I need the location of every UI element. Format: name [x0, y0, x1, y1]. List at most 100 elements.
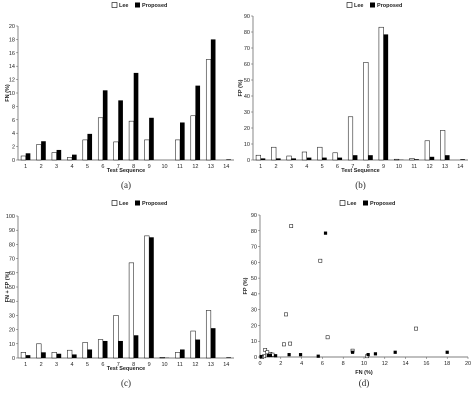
bar-proposed: [383, 34, 389, 160]
x-tick-label: 18: [444, 361, 450, 367]
bar-proposed: [337, 157, 343, 160]
bar-lee: [82, 342, 88, 359]
point-lee: [284, 312, 288, 317]
bar-lee: [205, 59, 212, 161]
x-tick-label: 4: [70, 362, 73, 368]
panel-caption: (d): [359, 378, 370, 388]
y-tick-label: 40: [9, 299, 15, 305]
panel-caption: (b): [355, 180, 366, 190]
bar-proposed: [210, 328, 216, 358]
bar-proposed: [25, 355, 31, 358]
bar-lee: [82, 139, 88, 161]
legend-swatch-lee: [339, 200, 346, 206]
bar-lee: [271, 146, 277, 161]
y-tick-label: 60: [9, 271, 15, 277]
x-tick-label: 3: [55, 362, 58, 368]
x-tick-label: 11: [177, 164, 183, 170]
x-tick-label: 5: [321, 164, 324, 170]
bar-proposed: [118, 340, 123, 358]
y-tick-label: 18: [9, 37, 15, 43]
y-tick-label: 80: [244, 30, 250, 36]
x-tick-label: 10: [396, 164, 402, 170]
bar-lee: [20, 155, 26, 161]
x-tick-label: 10: [361, 361, 367, 367]
y-tick-label: 30: [251, 308, 257, 314]
y-tick-label: 10: [9, 91, 15, 97]
x-tick-label: 8: [132, 362, 135, 368]
x-tick-label: 3: [55, 164, 58, 170]
x-tick-label: 10: [162, 362, 168, 368]
x-tick-label: 4: [300, 361, 303, 367]
legend-label-lee: Lee: [347, 201, 356, 207]
point-lee: [325, 335, 330, 340]
bar-proposed: [72, 154, 77, 160]
y-tick-label: 10: [9, 342, 15, 348]
point-proposed: [316, 354, 320, 358]
bar-lee: [144, 235, 150, 359]
x-tick-label: 14: [223, 362, 229, 368]
bar-proposed: [414, 159, 419, 160]
bar-lee: [175, 139, 181, 161]
x-tick-label: 11: [177, 362, 183, 368]
y-tick-label: 30: [9, 313, 15, 319]
legend-label-proposed: Proposed: [142, 3, 167, 9]
bar-proposed: [180, 349, 185, 358]
x-tick-label: 6: [101, 164, 104, 170]
legend-label-proposed: Proposed: [377, 3, 402, 9]
x-axis-title: Test Sequence: [341, 168, 379, 174]
y-axis-title: FP (%): [243, 277, 249, 294]
bar-lee: [67, 157, 73, 161]
y-tick-label: 16: [9, 51, 15, 57]
y-tick-label: 20: [9, 24, 15, 30]
bar-lee: [301, 151, 307, 161]
x-tick-label: 7: [117, 164, 120, 170]
x-tick-label: 9: [148, 362, 151, 368]
bar-proposed: [102, 340, 108, 358]
x-tick-label: 14: [403, 361, 409, 367]
bar-proposed: [306, 157, 312, 160]
panel-caption: (c): [121, 378, 131, 388]
bar-proposed: [460, 159, 465, 160]
y-tick-label: 50: [251, 276, 257, 282]
y-tick-label: 90: [244, 14, 250, 20]
bar-proposed: [133, 335, 139, 358]
bar-proposed: [56, 149, 62, 160]
x-tick-label: 7: [117, 362, 120, 368]
x-tick-label: 12: [382, 361, 388, 367]
y-tick-label: 4: [12, 131, 15, 137]
bar-lee: [144, 139, 150, 161]
legend-swatch-proposed: [135, 200, 140, 206]
y-tick-label: 90: [9, 228, 15, 234]
x-tick-label: 9: [148, 164, 151, 170]
x-tick-label: 4: [305, 164, 308, 170]
point-lee: [318, 258, 323, 263]
y-tick-label: 90: [251, 213, 257, 219]
legend: Lee Proposed: [339, 200, 395, 207]
point-proposed: [393, 350, 397, 354]
bar-lee: [409, 158, 415, 161]
x-tick-label: 4: [70, 164, 73, 170]
bar-lee: [159, 357, 165, 359]
y-tick-label: 70: [251, 245, 257, 251]
y-axis-title: FP (%): [238, 79, 244, 96]
point-lee: [288, 341, 293, 346]
bar-lee: [67, 349, 73, 359]
x-tick-label: 2: [275, 164, 278, 170]
bar-proposed: [444, 155, 450, 160]
legend: Lee Proposed: [111, 200, 167, 207]
bar-proposed: [25, 153, 31, 160]
legend-label-proposed: Proposed: [142, 201, 167, 207]
x-tick-label: 2: [40, 164, 43, 170]
legend-label-lee: Lee: [354, 3, 363, 9]
point-lee: [289, 224, 294, 228]
bar-proposed: [260, 158, 266, 160]
point-proposed: [323, 231, 328, 235]
y-tick-label: 20: [9, 328, 15, 334]
point-lee: [414, 326, 418, 331]
bar-proposed: [429, 156, 435, 160]
x-tick-label: 13: [208, 362, 214, 368]
y-tick-label: 10: [251, 339, 257, 345]
bar-lee: [255, 154, 261, 161]
point-lee: [263, 348, 268, 352]
bar-proposed: [226, 357, 231, 358]
